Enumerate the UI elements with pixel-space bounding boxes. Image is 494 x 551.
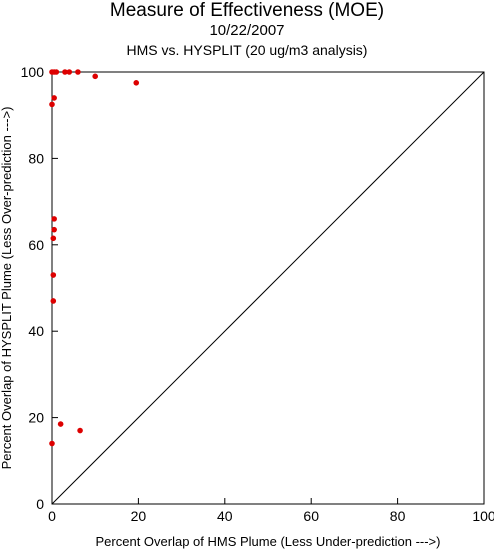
y-tick-label: 40 [28,323,44,339]
y-tick-label: 100 [21,64,45,80]
data-point [50,298,57,304]
one-to-one-line [51,71,485,505]
data-point [51,95,57,101]
y-axis-label: Percent Overlap of HYSPLIT Plume (Less O… [0,107,14,470]
data-point [51,216,57,222]
y-tick-label: 60 [28,237,44,253]
data-point [57,421,64,427]
chart-title: Measure of Effectiveness (MOE) [109,0,385,21]
x-tick-label: 80 [390,508,406,524]
x-tick-label: 100 [472,508,494,524]
data-point [66,69,73,75]
data-point [92,73,98,80]
data-points [49,69,140,447]
data-point [51,226,57,233]
x-axis-ticks: 0 20 40 60 80 100 [48,498,494,524]
data-point [50,235,57,242]
x-axis-label: Percent Overlap of HMS Plume (Less Under… [96,534,441,549]
y-tick-label: 80 [28,150,44,166]
data-point [62,69,68,75]
data-point [53,69,60,75]
x-tick-label: 60 [303,508,319,524]
data-point [133,80,140,86]
x-tick-label: 0 [48,508,56,524]
chart-subtitle: HMS vs. HYSPLIT (20 ug/m3 analysis) [126,42,368,58]
data-point [77,427,83,434]
chart-date: 10/22/2007 [209,22,285,39]
plot-frame [51,71,485,505]
x-tick-label: 20 [131,508,147,524]
y-axis-ticks: 0 20 40 60 80 100 [21,64,58,512]
data-point [49,440,55,447]
data-point [49,101,55,108]
y-tick-label: 0 [36,496,44,512]
y-tick-label: 20 [28,410,44,426]
data-point [50,272,57,278]
data-point [75,69,81,75]
x-tick-label: 40 [217,508,233,524]
